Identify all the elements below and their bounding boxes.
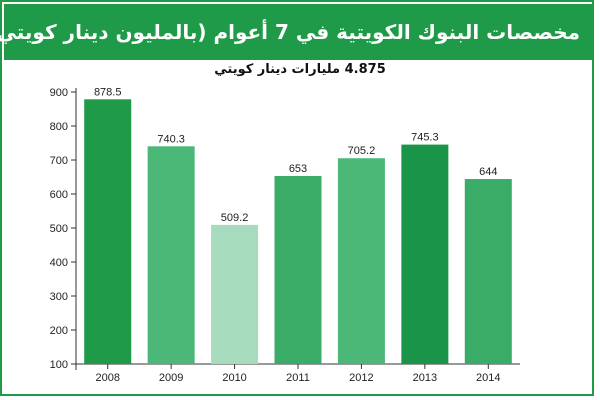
y-tick-label: 100 (50, 359, 68, 371)
chart-header: مخصصات البنوك الكويتية في 7 أعوام (بالمل… (0, 4, 594, 60)
bar-2008 (84, 99, 132, 364)
x-tick-label: 2010 (222, 372, 246, 384)
x-tick-label: 2014 (476, 372, 500, 384)
y-tick-label: 300 (50, 291, 68, 303)
bar-2012 (337, 158, 385, 364)
bar-value-label: 878.5 (94, 86, 122, 98)
y-tick-label: 200 (50, 325, 68, 337)
x-tick-label: 2013 (413, 372, 437, 384)
bar-value-label: 740.3 (157, 133, 185, 145)
bar-2009 (147, 146, 195, 364)
x-tick-label: 2008 (95, 372, 119, 384)
chart-subtitle: 4.875 مليارات دينار كويتي (214, 62, 386, 77)
bar-value-label: 644 (479, 166, 497, 178)
bar-2013 (401, 144, 449, 364)
bar-2014 (464, 179, 512, 364)
x-tick-label: 2009 (159, 372, 183, 384)
bar-value-label: 653 (289, 163, 307, 175)
x-tick-label: 2011 (286, 372, 310, 384)
y-tick-label: 600 (50, 189, 68, 201)
y-tick-label: 500 (50, 223, 68, 235)
bar-2011 (274, 175, 322, 364)
y-tick-label: 700 (50, 155, 68, 167)
y-tick-label: 400 (50, 257, 68, 269)
bar-value-label: 745.3 (411, 132, 439, 144)
bar-2010 (211, 224, 259, 364)
y-tick-label: 800 (50, 121, 68, 133)
x-tick-label: 2012 (349, 372, 373, 384)
chart-title: مخصصات البنوك الكويتية في 7 أعوام (بالمل… (0, 20, 580, 44)
bar-value-label: 705.2 (348, 145, 376, 157)
y-tick-label: 900 (50, 87, 68, 99)
bar-value-label: 509.2 (221, 212, 249, 224)
